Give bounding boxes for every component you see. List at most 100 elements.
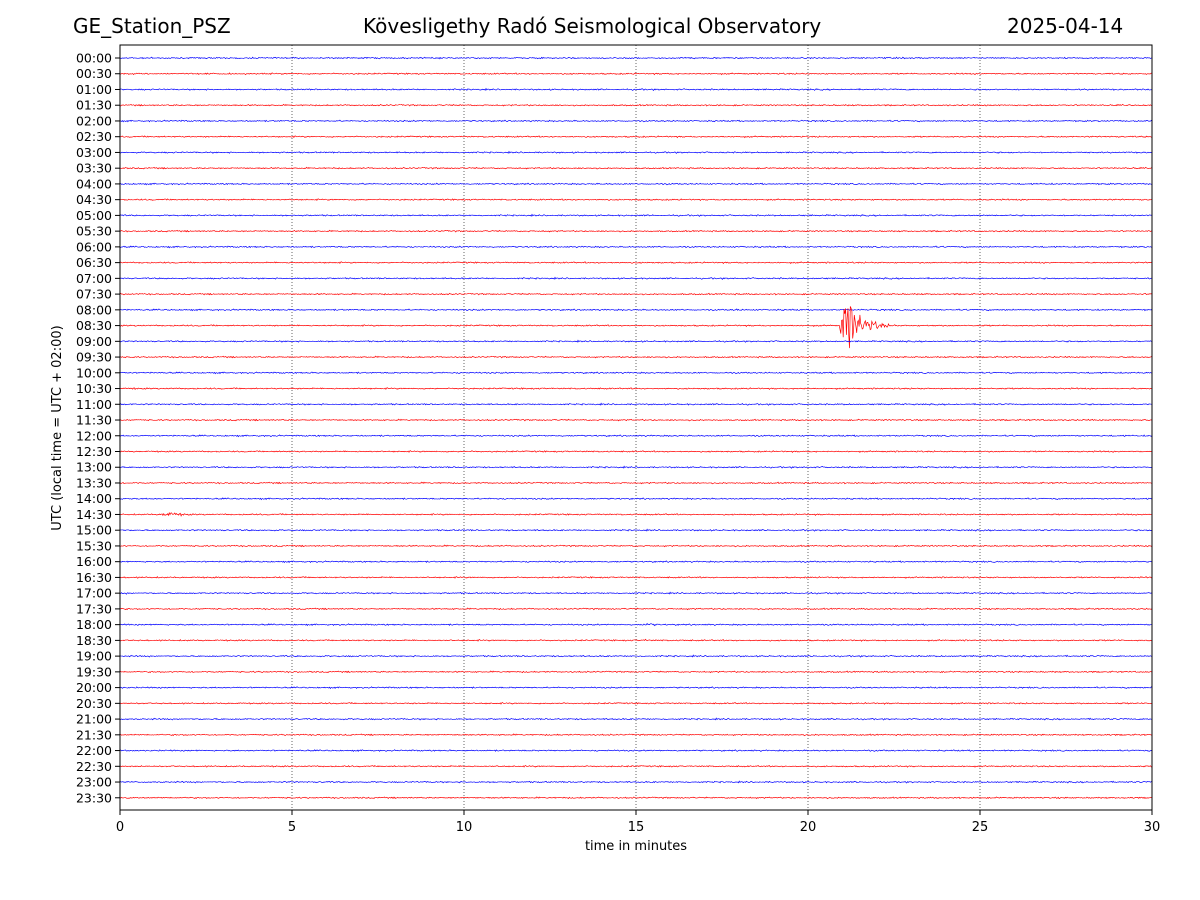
- chart-date: 2025-04-14: [1007, 14, 1124, 38]
- trace-1530: [119, 544, 1153, 548]
- trace-1330: [119, 481, 1153, 485]
- y-tick-label: 08:00: [76, 302, 112, 317]
- vertical-gridlines: [291, 45, 981, 810]
- y-tick-label: 21:30: [76, 727, 112, 742]
- y-tick-label: 17:30: [76, 601, 112, 616]
- trace-0430: [119, 198, 1153, 202]
- y-tick-label: 11:00: [76, 397, 112, 412]
- x-tick-label: 15: [628, 820, 645, 835]
- trace-1600: [119, 560, 1153, 564]
- trace-1730: [119, 607, 1153, 611]
- trace-0900: [119, 339, 1153, 343]
- trace-0200: [119, 119, 1153, 123]
- trace-0700: [119, 276, 1153, 280]
- x-axis-label: time in minutes: [585, 839, 687, 854]
- x-tick-label: 20: [800, 820, 817, 835]
- trace-1800: [119, 622, 1153, 627]
- seismic-traces: [119, 56, 1153, 800]
- y-tick-label: 00:30: [76, 66, 112, 81]
- x-axis: 0 5 10 15 20 25 30: [116, 810, 1160, 835]
- y-tick-label: 02:30: [76, 129, 112, 144]
- trace-0730: [119, 292, 1153, 296]
- y-tick-label: 06:00: [76, 239, 112, 254]
- x-tick-label: 5: [288, 820, 296, 835]
- y-tick-label: 07:00: [76, 271, 112, 286]
- x-tick-label: 10: [456, 820, 473, 835]
- y-tick-label: 20:00: [76, 680, 112, 695]
- y-tick-label: 03:30: [76, 161, 112, 176]
- x-tick-label: 30: [1144, 820, 1161, 835]
- y-tick-label: 23:30: [76, 790, 112, 805]
- y-tick-label: 19:30: [76, 664, 112, 679]
- trace-0600: [119, 245, 1153, 249]
- y-tick-label: 15:00: [76, 523, 112, 538]
- y-tick-label: 12:30: [76, 444, 112, 459]
- trace-0130: [119, 103, 1153, 107]
- y-tick-label: 18:30: [76, 633, 112, 648]
- trace-1300: [119, 465, 1153, 469]
- y-tick-label: 10:30: [76, 381, 112, 396]
- y-tick-label: 21:00: [76, 712, 112, 727]
- y-tick-label: 05:30: [76, 224, 112, 239]
- trace-1430: [119, 511, 1153, 517]
- trace-1100: [119, 402, 1153, 406]
- y-tick-label: 14:00: [76, 491, 112, 506]
- trace-2300: [119, 780, 1153, 784]
- y-tick-label: 18:00: [76, 617, 112, 632]
- y-tick-label: 10:00: [76, 365, 112, 380]
- trace-0030: [119, 72, 1153, 76]
- trace-0400: [119, 182, 1153, 186]
- chart-title: Kövesligethy Radó Seismological Observat…: [363, 14, 822, 38]
- trace-1500: [119, 528, 1153, 532]
- trace-1700: [119, 591, 1153, 595]
- y-tick-label: 00:00: [76, 51, 112, 66]
- y-tick-label: 08:30: [76, 318, 112, 333]
- y-tick-label: 11:30: [76, 413, 112, 428]
- y-tick-label: 03:00: [76, 145, 112, 160]
- trace-0230: [119, 135, 1153, 139]
- y-tick-label: 07:30: [76, 287, 112, 302]
- y-tick-label: 16:30: [76, 570, 112, 585]
- trace-1830: [119, 638, 1153, 642]
- y-tick-label: 01:30: [76, 98, 112, 113]
- trace-1000: [119, 371, 1153, 375]
- x-tick-label: 25: [972, 820, 989, 835]
- trace-1130: [119, 418, 1153, 422]
- y-tick-label: 20:30: [76, 696, 112, 711]
- y-tick-label: 16:00: [76, 554, 112, 569]
- trace-0500: [119, 213, 1153, 217]
- trace-2030: [119, 701, 1153, 705]
- trace-2130: [119, 733, 1153, 737]
- y-tick-label: 17:00: [76, 586, 112, 601]
- y-tick-label: 14:30: [76, 507, 112, 522]
- trace-2200: [119, 749, 1153, 753]
- y-tick-label: 22:00: [76, 743, 112, 758]
- trace-1230: [119, 450, 1153, 453]
- trace-0930: [119, 355, 1153, 359]
- trace-1630: [119, 576, 1153, 580]
- trace-0300: [119, 150, 1153, 154]
- trace-0330: [119, 166, 1153, 170]
- trace-2230: [119, 764, 1153, 768]
- trace-1900: [119, 654, 1153, 658]
- y-tick-label: 22:30: [76, 759, 112, 774]
- y-tick-label: 02:00: [76, 113, 112, 128]
- y-tick-label: 06:30: [76, 255, 112, 270]
- trace-0000: [119, 56, 1153, 60]
- trace-1930: [119, 670, 1153, 674]
- trace-0800: [119, 308, 1153, 312]
- y-tick-label: 09:00: [76, 334, 112, 349]
- y-tick-label: 04:30: [76, 192, 112, 207]
- trace-0530: [119, 229, 1153, 233]
- x-tick-label: 0: [116, 820, 124, 835]
- station-name: GE_Station_PSZ: [73, 14, 231, 38]
- y-tick-label: 15:30: [76, 538, 112, 553]
- y-tick-label: 01:00: [76, 82, 112, 97]
- y-tick-label: 04:00: [76, 176, 112, 191]
- trace-1400: [119, 497, 1153, 501]
- trace-1200: [119, 434, 1153, 438]
- y-axis: 00:0000:3001:0001:3002:0002:3003:0003:30…: [76, 51, 120, 805]
- y-tick-label: 13:30: [76, 475, 112, 490]
- y-tick-label: 13:00: [76, 460, 112, 475]
